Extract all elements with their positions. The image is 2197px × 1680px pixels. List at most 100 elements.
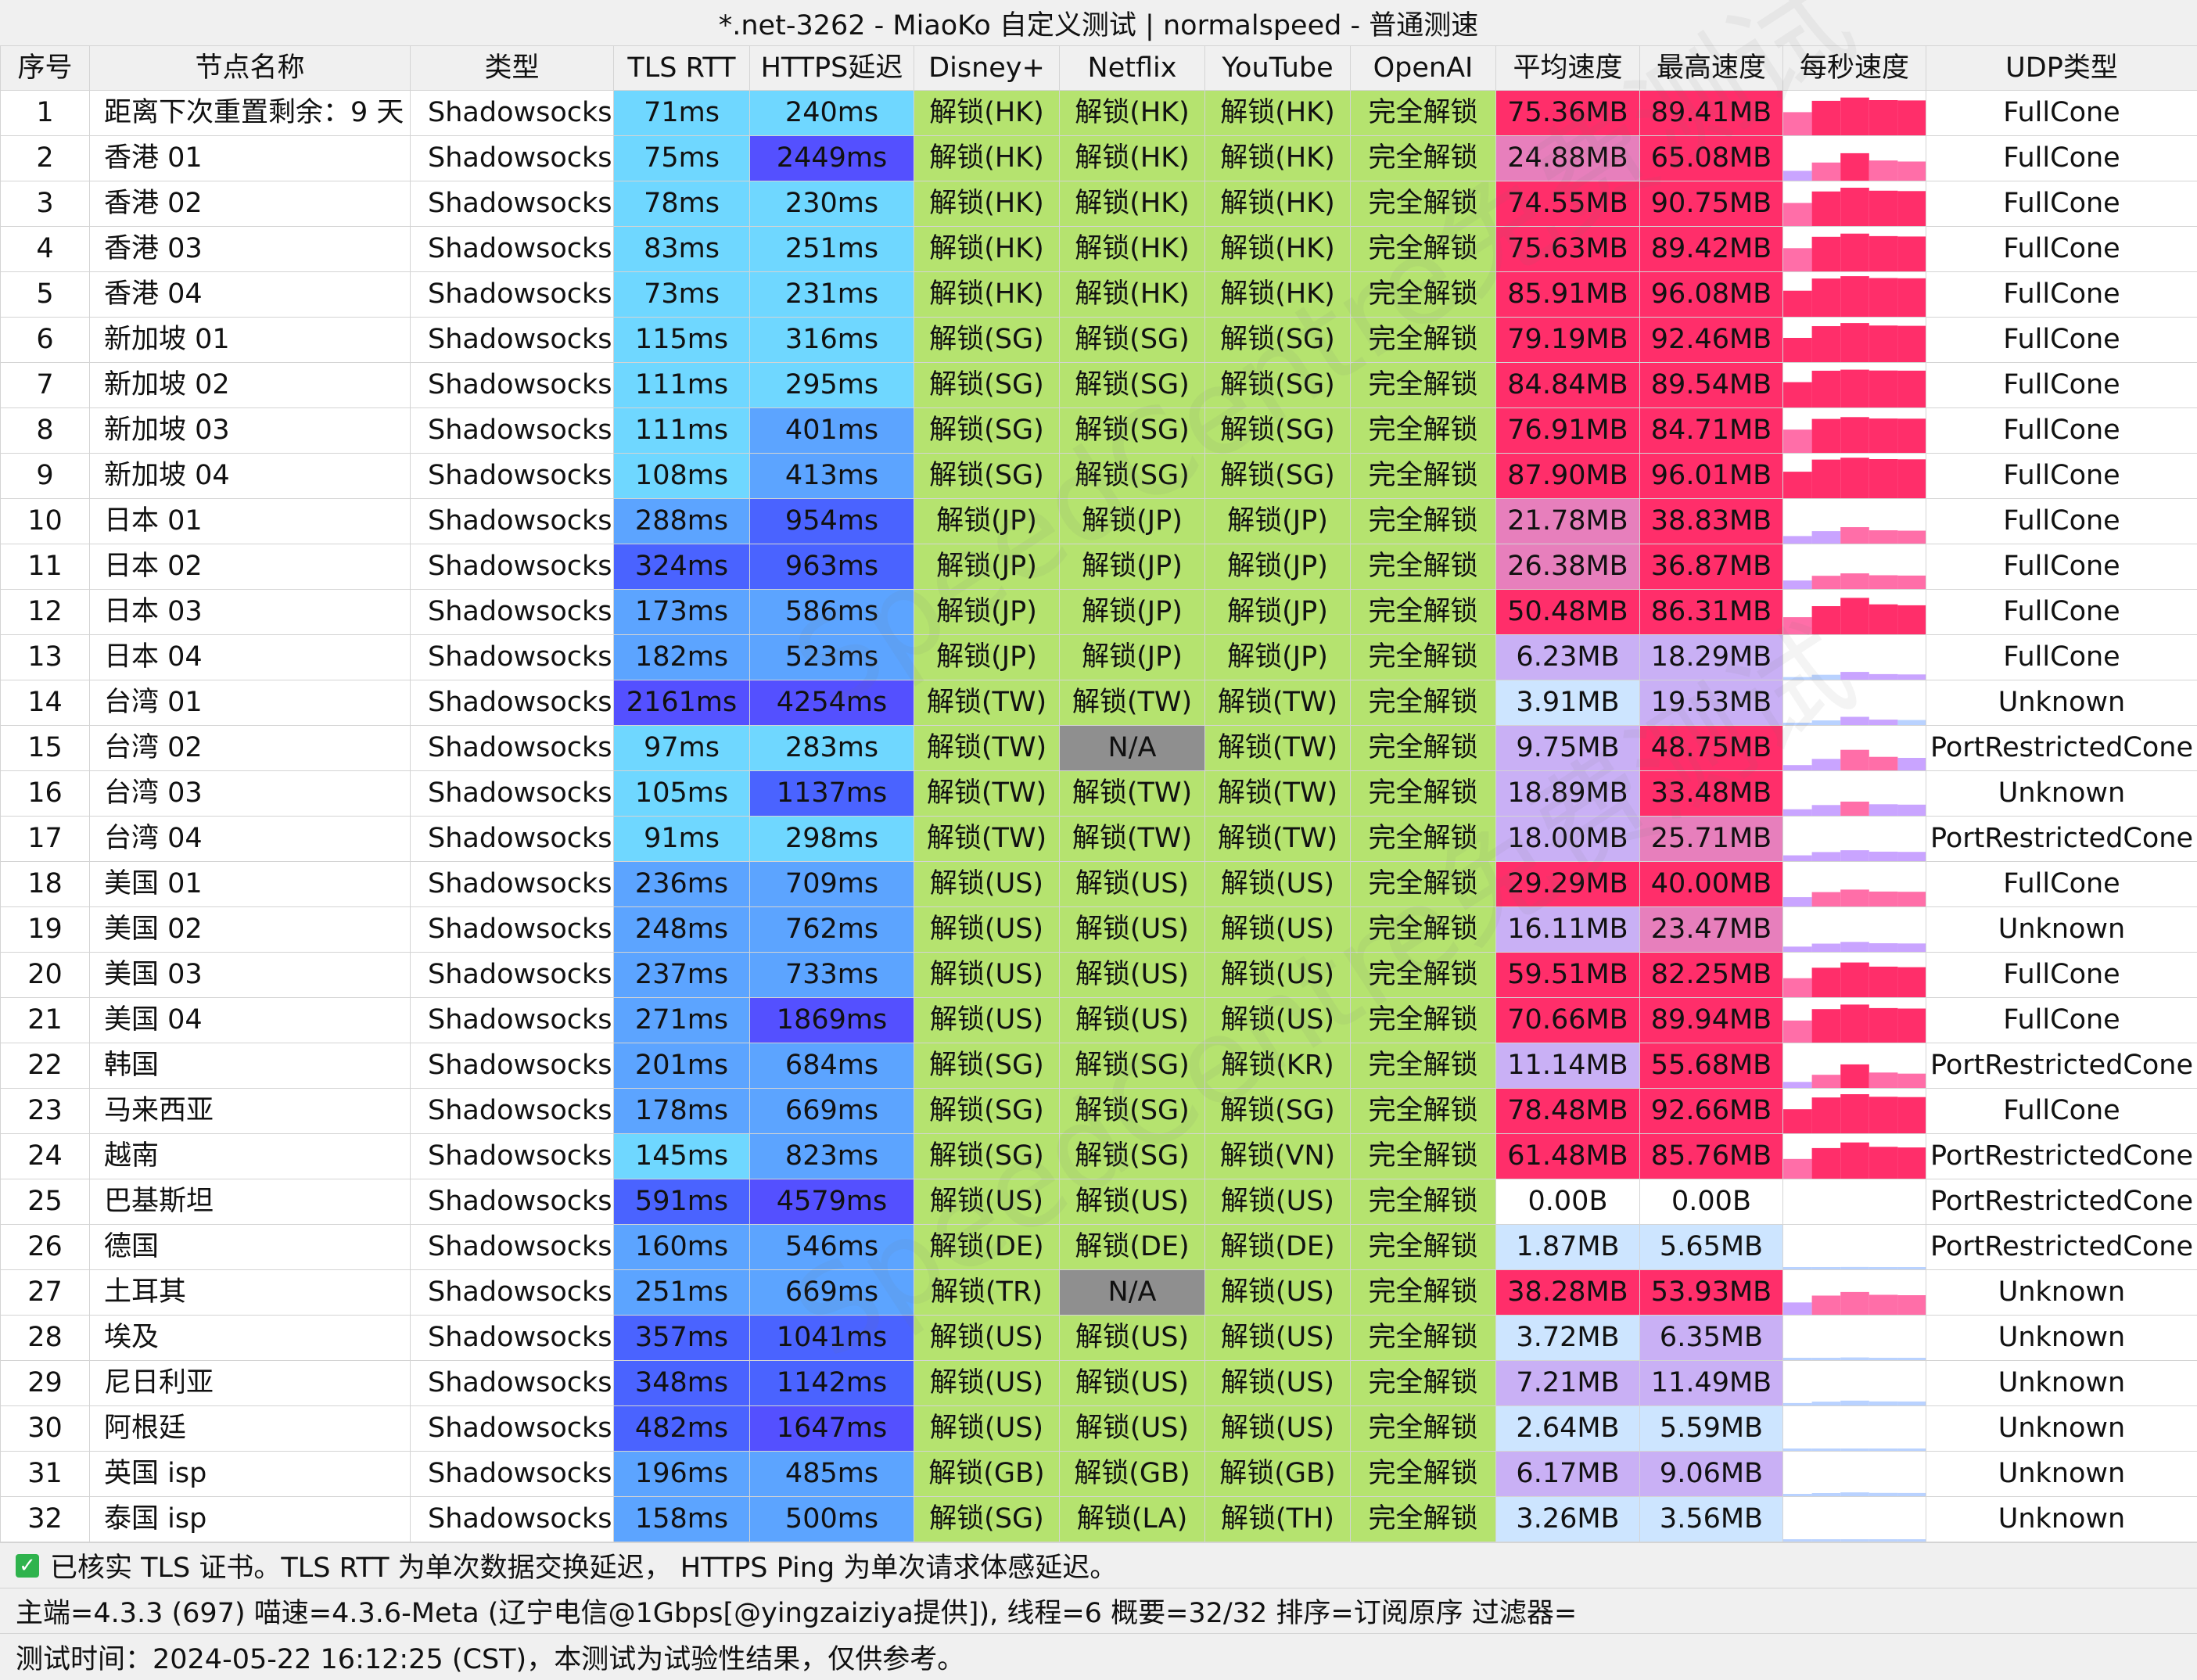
sparkline-bar: [1783, 617, 1812, 634]
node-name: 泰国 isp: [89, 1496, 411, 1542]
sparkline-bar: [1897, 1267, 1926, 1269]
table-row[interactable]: 28 埃及 Shadowsocks 357ms 1041ms 解锁(US) 解锁(US) 解锁…: [0, 1315, 2197, 1361]
table-row[interactable]: 16 台湾 03 Shadowsocks 105ms 1137ms 解锁(TW) 解锁(TW…: [0, 770, 2197, 817]
footer-line-2: 主端=4.3.3 (697) 喵速=4.3.6-Meta (辽宁电信@1Gbps…: [16, 1598, 1578, 1629]
node-name: 美国 02: [89, 906, 411, 953]
table-row[interactable]: 5 香港 04 Shadowsocks 73ms 231ms 解锁(HK) 解锁(HK) 解锁…: [0, 271, 2197, 318]
table-row[interactable]: 24 越南 Shadowsocks 145ms 823ms 解锁(SG) 解锁(SG) 解锁(…: [0, 1133, 2197, 1179]
table-row[interactable]: 31 英国 isp Shadowsocks 196ms 485ms 解锁(GB) 解锁(GB…: [0, 1451, 2197, 1497]
table-row[interactable]: 23 马来西亚 Shadowsocks 178ms 669ms 解锁(SG) 解锁(SG) 解…: [0, 1088, 2197, 1134]
table-row[interactable]: 8 新加坡 03 Shadowsocks 111ms 401ms 解锁(SG) 解锁(SG)…: [0, 407, 2197, 454]
tls-rtt: 2161ms: [613, 680, 750, 726]
table-row[interactable]: 21 美国 04 Shadowsocks 271ms 1869ms 解锁(US) 解锁(US…: [0, 997, 2197, 1043]
row-index: 22: [0, 1043, 90, 1089]
spark-header[interactable]: 每秒速度: [1782, 45, 1926, 91]
table-row[interactable]: 25 巴基斯坦 Shadowsocks 591ms 4579ms 解锁(US) 解锁(US)…: [0, 1179, 2197, 1225]
table-row[interactable]: 6 新加坡 01 Shadowsocks 115ms 316ms 解锁(SG) 解锁(SG)…: [0, 317, 2197, 363]
sparkline-bar: [1811, 759, 1841, 770]
youtube-unlock: 解锁(TW): [1204, 816, 1351, 862]
speed-sparkline: [1783, 1266, 1926, 1269]
sparkline-bar: [1869, 756, 1898, 770]
tls-rtt: 105ms: [613, 770, 750, 817]
sparkline-bar: [1840, 458, 1869, 498]
table-row[interactable]: 19 美国 02 Shadowsocks 248ms 762ms 解锁(US) 解锁(US)…: [0, 906, 2197, 953]
netflix-unlock: 解锁(US): [1059, 1179, 1205, 1225]
disney-header[interactable]: Disney+: [914, 45, 1060, 91]
tls-header[interactable]: TLS RTT: [613, 45, 750, 91]
sparkline-bar: [1811, 720, 1841, 725]
netflix-unlock: N/A: [1059, 725, 1205, 771]
sparkline-bar: [1897, 370, 1926, 407]
max-speed: 55.68MB: [1639, 1043, 1783, 1089]
youtube-unlock: 解锁(HK): [1204, 135, 1351, 181]
max-speed: 86.31MB: [1639, 589, 1783, 635]
per-second-speed: [1782, 680, 1926, 726]
node-type: Shadowsocks: [410, 634, 614, 680]
table-row[interactable]: 15 台湾 02 Shadowsocks 97ms 283ms 解锁(TW) N/A 解锁(T…: [0, 725, 2197, 771]
speed-sparkline: [1783, 458, 1926, 498]
netflix-header[interactable]: Netflix: [1059, 45, 1205, 91]
max-speed: 92.66MB: [1639, 1088, 1783, 1134]
tls-rtt: 251ms: [613, 1269, 750, 1316]
netflix-unlock: 解锁(TW): [1059, 680, 1205, 726]
netflix-unlock: 解锁(SG): [1059, 1133, 1205, 1179]
avg-speed: 0.00B: [1495, 1179, 1640, 1225]
youtube-header[interactable]: YouTube: [1204, 45, 1351, 91]
sparkline-bar: [1811, 1402, 1841, 1405]
netflix-unlock: 解锁(HK): [1059, 135, 1205, 181]
table-row[interactable]: 20 美国 03 Shadowsocks 237ms 733ms 解锁(US) 解锁(US)…: [0, 952, 2197, 998]
table-row[interactable]: 9 新加坡 04 Shadowsocks 108ms 413ms 解锁(SG) 解锁(SG)…: [0, 453, 2197, 499]
sparkline-bar: [1811, 1009, 1841, 1043]
udp-type: Unknown: [1926, 1405, 2197, 1452]
openai-header[interactable]: OpenAI: [1350, 45, 1496, 91]
max-speed: 38.83MB: [1639, 498, 1783, 544]
row-index: 9: [0, 453, 90, 499]
udp-header[interactable]: UDP类型: [1926, 45, 2197, 91]
table-row[interactable]: 26 德国 Shadowsocks 160ms 546ms 解锁(DE) 解锁(DE) 解锁(…: [0, 1224, 2197, 1270]
name-header[interactable]: 节点名称: [89, 45, 411, 91]
https-header[interactable]: HTTPS延迟: [749, 45, 914, 91]
udp-type: FullCone: [1926, 90, 2197, 136]
table-row[interactable]: 14 台湾 01 Shadowsocks 2161ms 4254ms 解锁(TW) 解锁(T…: [0, 680, 2197, 726]
idx-header[interactable]: 序号: [0, 45, 90, 91]
https-latency: 823ms: [749, 1133, 914, 1179]
per-second-speed: [1782, 1360, 1926, 1406]
table-row[interactable]: 18 美国 01 Shadowsocks 236ms 709ms 解锁(US) 解锁(US)…: [0, 861, 2197, 907]
speed-sparkline: [1783, 1094, 1926, 1133]
table-row[interactable]: 27 土耳其 Shadowsocks 251ms 669ms 解锁(TR) N/A 解锁(US…: [0, 1269, 2197, 1316]
node-type: Shadowsocks: [410, 861, 614, 907]
type-header[interactable]: 类型: [410, 45, 614, 91]
node-name: 新加坡 01: [89, 317, 411, 363]
table-row[interactable]: 4 香港 03 Shadowsocks 83ms 251ms 解锁(HK) 解锁(HK) 解锁…: [0, 226, 2197, 272]
table-row[interactable]: 2 香港 01 Shadowsocks 75ms 2449ms 解锁(HK) 解锁(HK) 解…: [0, 135, 2197, 181]
table-row[interactable]: 13 日本 04 Shadowsocks 182ms 523ms 解锁(JP) 解锁(JP)…: [0, 634, 2197, 680]
table-row[interactable]: 29 尼日利亚 Shadowsocks 348ms 1142ms 解锁(US) 解锁(US)…: [0, 1360, 2197, 1406]
table-row[interactable]: 10 日本 01 Shadowsocks 288ms 954ms 解锁(JP) 解锁(JP)…: [0, 498, 2197, 544]
table-row[interactable]: 22 韩国 Shadowsocks 201ms 684ms 解锁(SG) 解锁(SG) 解锁(…: [0, 1043, 2197, 1089]
table-row[interactable]: 3 香港 02 Shadowsocks 78ms 230ms 解锁(HK) 解锁(HK) 解锁…: [0, 181, 2197, 227]
sparkline-bar: [1840, 962, 1869, 997]
table-row[interactable]: 12 日本 03 Shadowsocks 173ms 586ms 解锁(JP) 解锁(JP)…: [0, 589, 2197, 635]
table-row[interactable]: 11 日本 02 Shadowsocks 324ms 963ms 解锁(JP) 解锁(JP)…: [0, 544, 2197, 590]
max-speed: 82.25MB: [1639, 952, 1783, 998]
tls-rtt: 348ms: [613, 1360, 750, 1406]
table-row[interactable]: 1 距离下次重置剩余：9 天 Shadowsocks 71ms 240ms 解锁(HK) 解…: [0, 90, 2197, 136]
openai-unlock: 完全解锁: [1350, 997, 1496, 1043]
sparkline-bar: [1783, 677, 1812, 680]
avg-header[interactable]: 平均速度: [1495, 45, 1640, 91]
tls-rtt: 201ms: [613, 1043, 750, 1089]
table-row[interactable]: 30 阿根廷 Shadowsocks 482ms 1647ms 解锁(US) 解锁(US) 解…: [0, 1405, 2197, 1452]
node-name: 尼日利亚: [89, 1360, 411, 1406]
sparkline-bar: [1840, 1266, 1869, 1269]
node-name: 德国: [89, 1224, 411, 1270]
node-type: Shadowsocks: [410, 135, 614, 181]
table-row[interactable]: 32 泰国 isp Shadowsocks 158ms 500ms 解锁(SG) 解锁(LA…: [0, 1496, 2197, 1542]
udp-type: PortRestrictedCone: [1926, 1133, 2197, 1179]
table-row[interactable]: 17 台湾 04 Shadowsocks 91ms 298ms 解锁(TW) 解锁(TW) 解…: [0, 816, 2197, 862]
max-speed: 36.87MB: [1639, 544, 1783, 590]
table-row[interactable]: 7 新加坡 02 Shadowsocks 111ms 295ms 解锁(SG) 解锁(SG)…: [0, 362, 2197, 408]
max-header[interactable]: 最高速度: [1639, 45, 1783, 91]
disney-unlock: 解锁(HK): [914, 226, 1060, 272]
https-latency: 283ms: [749, 725, 914, 771]
sparkline-bar: [1840, 716, 1869, 725]
